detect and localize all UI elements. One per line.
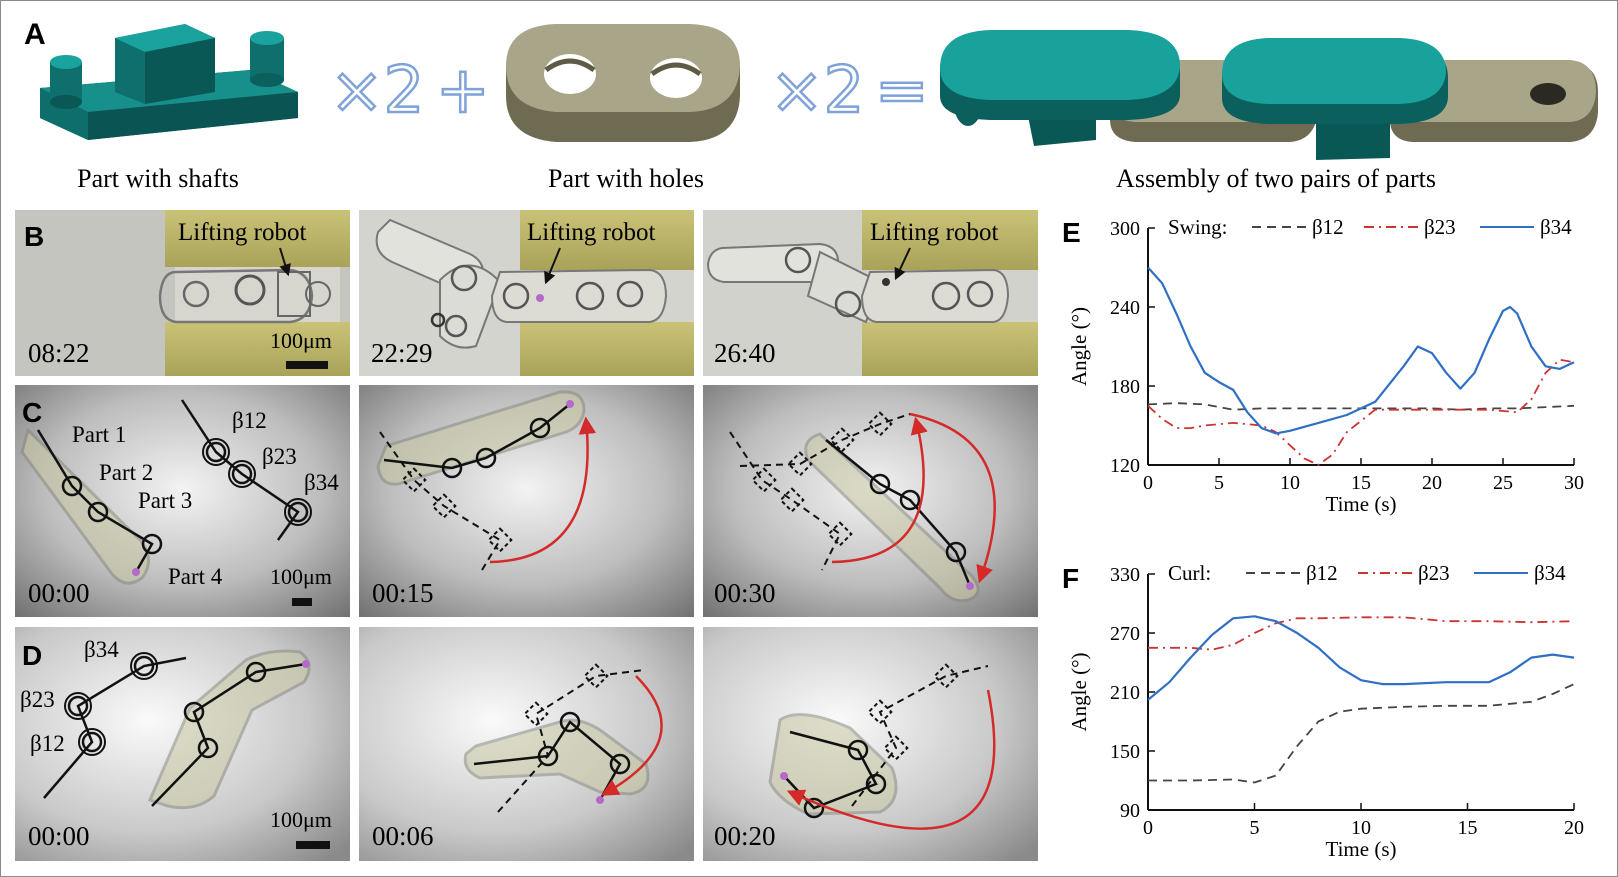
c1-beta23-label: β23 xyxy=(262,444,297,469)
operator-plus: + xyxy=(436,54,490,128)
series-line-β34 xyxy=(1147,615,1575,701)
micrograph-d2: 00:06 xyxy=(359,627,694,861)
d3-timestamp: 00:20 xyxy=(714,821,776,851)
d1-scale-bar-label: 100μm xyxy=(270,807,332,832)
legend-label-β23: β23 xyxy=(1418,561,1450,585)
legend-label-β12: β12 xyxy=(1306,561,1338,585)
micrograph-b1: Lifting robot 08:22 100μm B xyxy=(15,210,350,376)
b2-lifting-robot-label: Lifting robot xyxy=(527,219,656,246)
chart-f: F 0 5 10 15 20 90 150 210 270 330 Time (s) Angle (°)… xyxy=(1062,561,1584,861)
micrograph-b3: Lifting robot 26:40 xyxy=(703,210,1038,376)
legend-title: Swing: xyxy=(1168,215,1228,239)
y-tick-label: 300 xyxy=(1110,218,1140,240)
panel-a: A ×2 + ×2 = xyxy=(24,18,1598,193)
c1-part-2-label: Part 2 xyxy=(99,460,153,485)
legend-title: Curl: xyxy=(1168,561,1211,585)
panel-b-letter: B xyxy=(24,221,44,252)
x-tick-label: 15 xyxy=(1458,817,1478,839)
d1-beta34-label: β34 xyxy=(84,637,119,662)
series-line-β23 xyxy=(1148,616,1575,651)
b1-timestamp: 08:22 xyxy=(28,338,90,368)
series-line-β12 xyxy=(1148,683,1575,784)
b1-scale-bar xyxy=(286,361,328,369)
panel-c: Part 1 Part 2 Part 3 Part 4 β12 β23 β34 … xyxy=(15,385,1038,617)
x-tick-label: 10 xyxy=(1280,472,1300,494)
y-axis-label: Angle (°) xyxy=(1067,307,1091,386)
part-with-holes-image xyxy=(506,24,740,142)
y-tick-label: 180 xyxy=(1110,376,1140,398)
b1-scale-bar-label: 100μm xyxy=(270,328,332,353)
legend-label-β23: β23 xyxy=(1424,215,1456,239)
panel-a-letter: A xyxy=(24,18,46,51)
legend-label-β34: β34 xyxy=(1534,561,1566,585)
d1-timestamp: 00:00 xyxy=(28,821,90,851)
x-tick-label: 10 xyxy=(1351,817,1371,839)
micrograph-d3: 00:20 xyxy=(703,627,1038,861)
c1-part-1-label: Part 1 xyxy=(72,422,126,447)
assembly-image xyxy=(940,30,1598,160)
micrograph-c3: 00:30 xyxy=(703,385,1038,617)
d1-beta23-label: β23 xyxy=(20,687,55,712)
c1-part-3-label: Part 3 xyxy=(138,488,192,513)
legend-label-β34: β34 xyxy=(1540,215,1572,239)
caption-part-with-holes: Part with holes xyxy=(548,164,704,193)
y-axis-label: Angle (°) xyxy=(1067,653,1091,732)
x-tick-label: 5 xyxy=(1214,472,1224,494)
micrograph-b2: Lifting robot 22:29 xyxy=(359,210,694,376)
c1-scale-bar xyxy=(292,598,312,606)
series-line-β34 xyxy=(1147,266,1575,435)
panel-f-letter: F xyxy=(1062,563,1079,594)
operator-equals: = xyxy=(875,54,929,128)
legend-label-β12: β12 xyxy=(1312,215,1344,239)
b3-timestamp: 26:40 xyxy=(714,338,776,368)
x-tick-label: 20 xyxy=(1564,817,1584,839)
panel-d-letter: D xyxy=(22,640,42,671)
d1-beta12-label: β12 xyxy=(30,731,65,756)
micrograph-d1: β34 β23 β12 100μm 00:00 D xyxy=(15,627,350,861)
micrograph-c2: 00:15 xyxy=(359,385,694,617)
b1-lifting-robot-label: Lifting robot xyxy=(178,219,307,246)
panel-d: β34 β23 β12 100μm 00:00 D 00:06 xyxy=(15,627,1038,861)
y-tick-label: 90 xyxy=(1120,800,1140,822)
caption-part-with-shafts: Part with shafts xyxy=(77,164,239,193)
x-tick-label: 20 xyxy=(1422,472,1442,494)
x-tick-label: 25 xyxy=(1493,472,1513,494)
x-tick-label: 0 xyxy=(1143,817,1153,839)
y-tick-label: 240 xyxy=(1110,297,1140,319)
panel-e-letter: E xyxy=(1062,217,1081,248)
x-tick-label: 5 xyxy=(1250,817,1260,839)
c1-part-4-label: Part 4 xyxy=(168,564,223,589)
operator-times-2: ×2 xyxy=(770,54,864,128)
operator-times-1: ×2 xyxy=(330,54,424,128)
panel-c-letter: C xyxy=(22,397,42,428)
chart-e: E 0 5 10 15 20 25 30 120 180 240 300 Time (s) Angle (… xyxy=(1062,215,1584,516)
c1-beta34-label: β34 xyxy=(304,470,339,495)
y-tick-label: 270 xyxy=(1110,623,1140,645)
d2-timestamp: 00:06 xyxy=(372,821,434,851)
y-tick-label: 330 xyxy=(1110,564,1140,586)
c3-timestamp: 00:30 xyxy=(714,578,776,608)
d1-scale-bar xyxy=(296,841,330,849)
micrograph-c1: Part 1 Part 2 Part 3 Part 4 β12 β23 β34 … xyxy=(15,385,350,617)
c1-beta12-label: β12 xyxy=(232,408,267,433)
x-tick-label: 0 xyxy=(1143,472,1153,494)
x-axis-label: Time (s) xyxy=(1326,837,1397,861)
c2-timestamp: 00:15 xyxy=(372,578,434,608)
x-axis-label: Time (s) xyxy=(1326,492,1397,516)
x-tick-label: 15 xyxy=(1351,472,1371,494)
caption-assembly: Assembly of two pairs of parts xyxy=(1116,164,1436,193)
series-line-β23 xyxy=(1147,358,1575,466)
c1-scale-bar-label: 100μm xyxy=(270,564,332,589)
b2-timestamp: 22:29 xyxy=(371,338,433,368)
y-tick-label: 150 xyxy=(1110,741,1140,763)
c1-timestamp: 00:00 xyxy=(28,578,90,608)
part-with-shafts-image xyxy=(40,24,298,140)
panel-b: Lifting robot 08:22 100μm B Lifting robo… xyxy=(15,210,1038,376)
y-tick-label: 210 xyxy=(1110,682,1140,704)
y-tick-label: 120 xyxy=(1110,455,1140,477)
b3-lifting-robot-label: Lifting robot xyxy=(870,219,999,246)
x-tick-label: 30 xyxy=(1564,472,1584,494)
